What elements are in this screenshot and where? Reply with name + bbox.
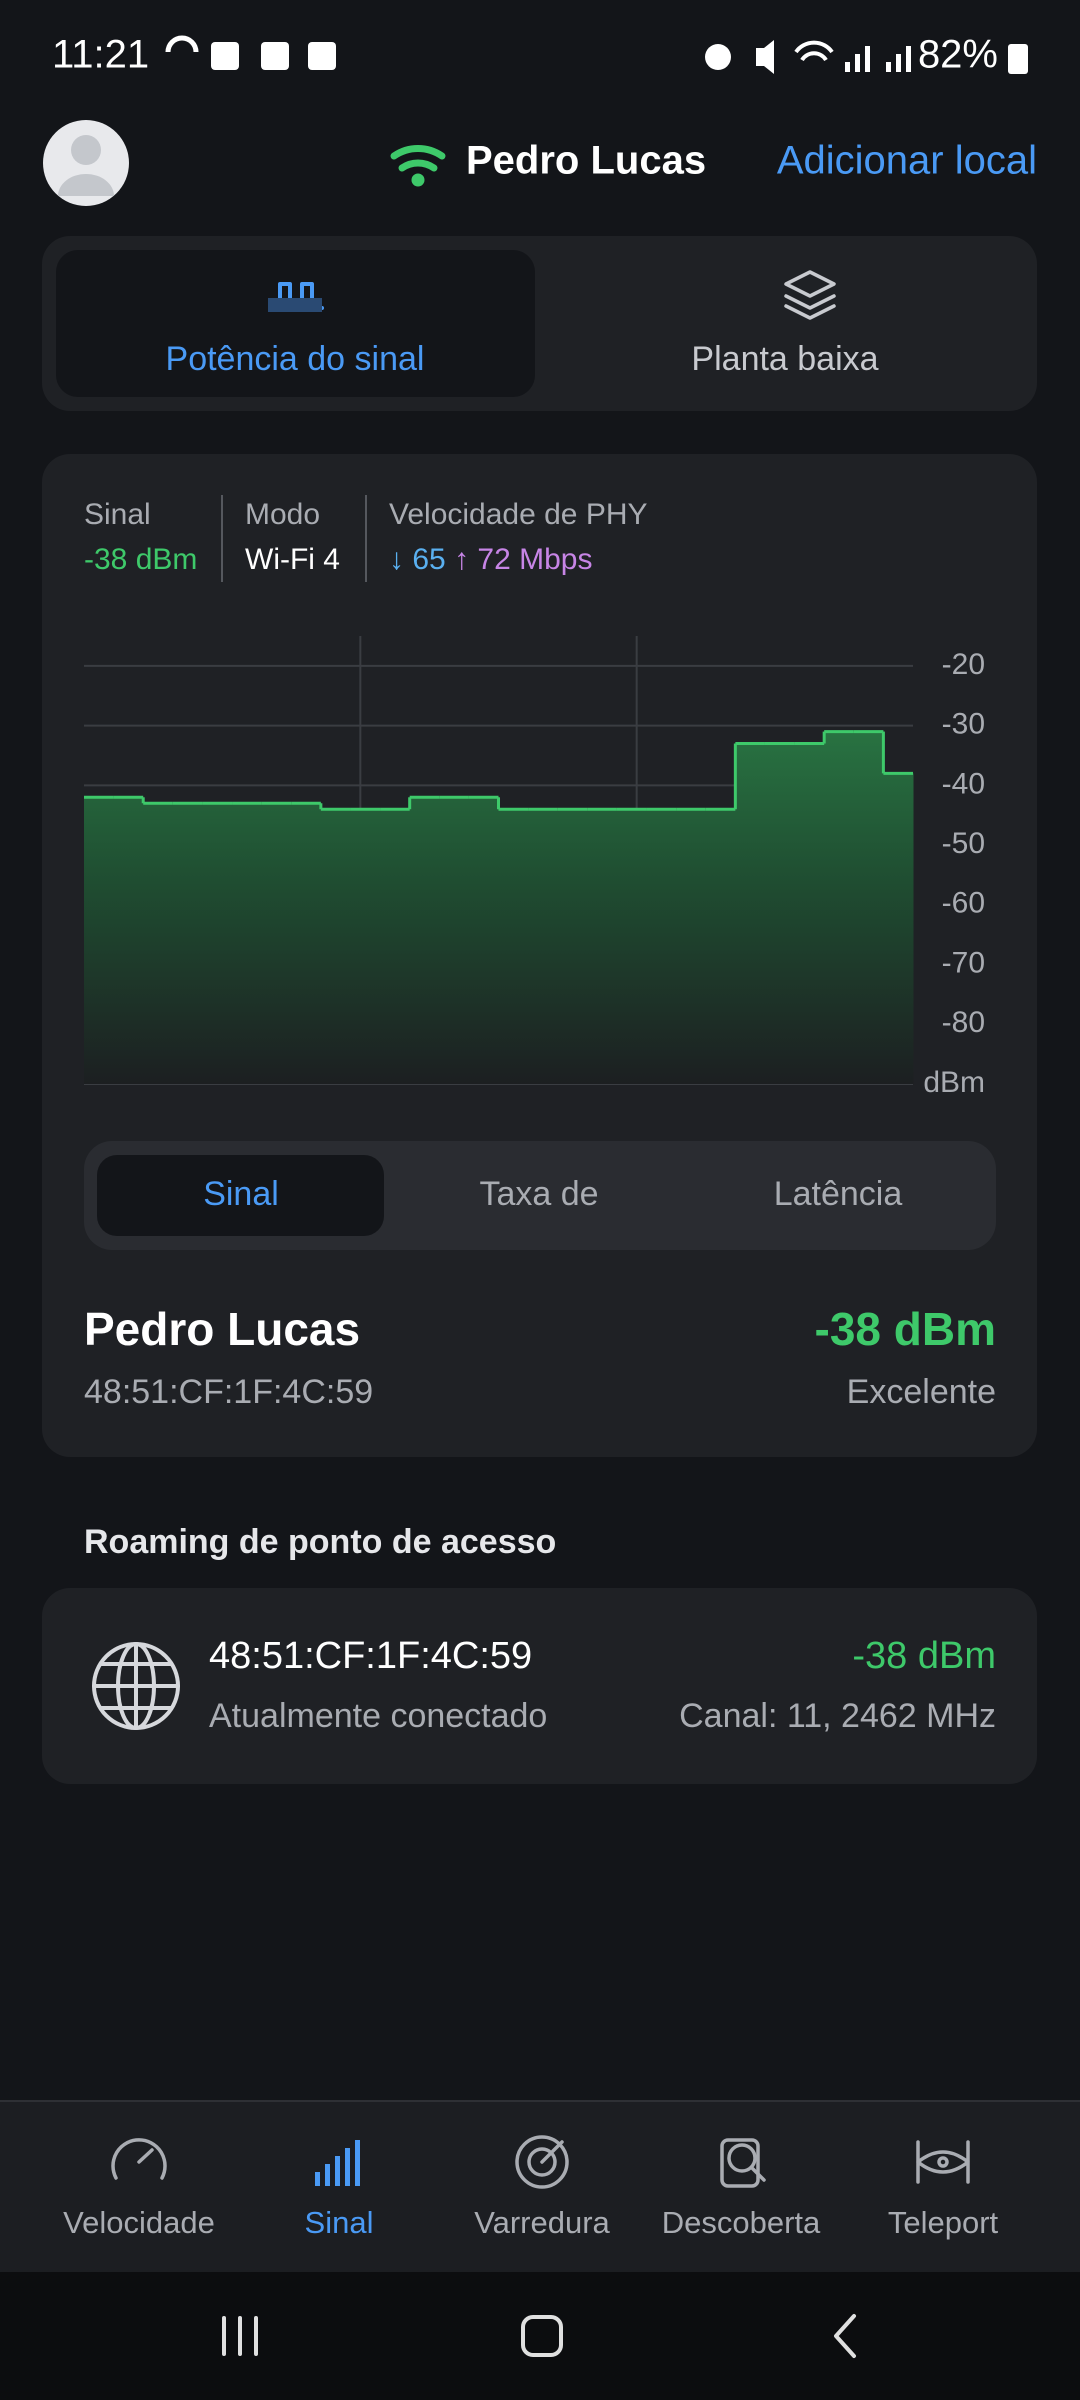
y-tick-label: -60	[942, 887, 985, 920]
area-column	[172, 803, 203, 1084]
section-title: Roaming de ponto de acesso	[84, 1523, 556, 1561]
area-column	[764, 743, 796, 1084]
roaming-signal: -38 dBm	[852, 1635, 996, 1677]
y-tick-label: -70	[942, 946, 985, 979]
y-tick-label: -20	[942, 648, 985, 681]
area-column	[232, 803, 263, 1084]
nav-icon[interactable]	[515, 2135, 569, 2189]
stat-value: Wi-Fi 4	[245, 543, 340, 576]
y-tick-label: -40	[942, 767, 985, 800]
area-column	[202, 803, 233, 1084]
metric-tab[interactable]: Latência	[774, 1175, 903, 1213]
system-nav	[0, 2272, 1080, 2400]
connection-quality: Excelente	[847, 1373, 996, 1411]
wifi-icon	[390, 144, 446, 187]
stat-value: ↓ 65 ↑ 72 Mbps	[389, 543, 592, 576]
area-column	[320, 809, 351, 1084]
area-column	[291, 803, 322, 1084]
area-column	[380, 809, 411, 1084]
connection-name: Pedro Lucas	[84, 1303, 360, 1355]
area-column	[84, 797, 115, 1084]
area-column	[616, 809, 648, 1084]
area-column	[794, 743, 825, 1084]
status-icons	[165, 35, 1028, 74]
roaming-channel: Canal: 11, 2462 MHz	[679, 1697, 996, 1735]
status-battery: 82%	[918, 33, 998, 77]
area-column	[676, 809, 707, 1084]
connection-mac: 48:51:CF:1F:4C:59	[84, 1373, 373, 1411]
network-name: Pedro Lucas	[466, 139, 706, 183]
area-column	[883, 773, 914, 1084]
nav-icon[interactable]	[315, 2140, 360, 2186]
roaming-status: Atualmente conectado	[209, 1697, 547, 1735]
status-time: 11:21	[52, 33, 149, 77]
y-tick-label: -50	[942, 827, 985, 860]
view-tab-selected[interactable]	[56, 250, 535, 397]
nav-label[interactable]: Teleport	[888, 2205, 999, 2240]
nav-icon[interactable]	[720, 2138, 766, 2188]
signal-icon	[268, 282, 324, 312]
metric-tab-selected[interactable]	[97, 1155, 384, 1236]
stat-label: Velocidade de PHY	[389, 498, 648, 531]
roaming-bssid: 48:51:CF:1F:4C:59	[209, 1635, 532, 1677]
area-column	[705, 809, 736, 1084]
globe-icon	[92, 1642, 180, 1730]
nav-label[interactable]: Varredura	[474, 2205, 610, 2240]
view-tab-label[interactable]: Planta baixa	[691, 340, 878, 378]
stat-value: -38 dBm	[84, 543, 197, 576]
add-location[interactable]: Adicionar local	[777, 139, 1037, 183]
system-buttons[interactable]	[222, 2314, 856, 2358]
area-column	[143, 803, 174, 1084]
nav-label[interactable]: Descoberta	[662, 2205, 821, 2240]
nav-icon[interactable]	[111, 2138, 167, 2180]
signal-chart: -20 -30 -40 -50 -60 -70 -80 dBm	[84, 636, 985, 1099]
floorplan-icon	[784, 270, 836, 320]
nav-label[interactable]: Velocidade	[63, 2205, 215, 2240]
phy-up: ↑ 72 Mbps	[454, 543, 592, 576]
avatar[interactable]	[43, 120, 129, 206]
phy-down: ↓ 65	[389, 543, 446, 576]
metric-tab[interactable]: Taxa de	[479, 1175, 598, 1213]
metric-tab[interactable]: Sinal	[203, 1175, 279, 1213]
nav-label[interactable]: Sinal	[305, 2205, 374, 2240]
area-column	[587, 809, 618, 1084]
view-tab-label[interactable]: Potência do sinal	[166, 340, 425, 378]
area-column	[468, 797, 499, 1084]
area-column	[439, 797, 470, 1084]
area-column	[557, 809, 588, 1084]
area-column	[113, 797, 144, 1084]
y-tick-label: -80	[942, 1006, 985, 1039]
roaming-card[interactable]	[42, 1588, 1037, 1784]
y-tick-label: -30	[942, 708, 985, 741]
area-column	[528, 809, 559, 1084]
stat-label: Sinal	[84, 498, 151, 531]
connection-signal: -38 dBm	[815, 1303, 996, 1355]
area-column	[261, 803, 292, 1084]
area-column	[853, 731, 884, 1084]
area-column	[646, 809, 677, 1084]
nav-icon[interactable]	[916, 2140, 970, 2184]
area-column	[735, 743, 766, 1084]
area-column	[409, 797, 440, 1084]
area-column	[824, 731, 855, 1084]
area-column	[350, 809, 381, 1084]
area-column	[498, 809, 529, 1084]
y-tick-label: dBm	[923, 1066, 985, 1099]
stat-label: Modo	[245, 498, 320, 531]
